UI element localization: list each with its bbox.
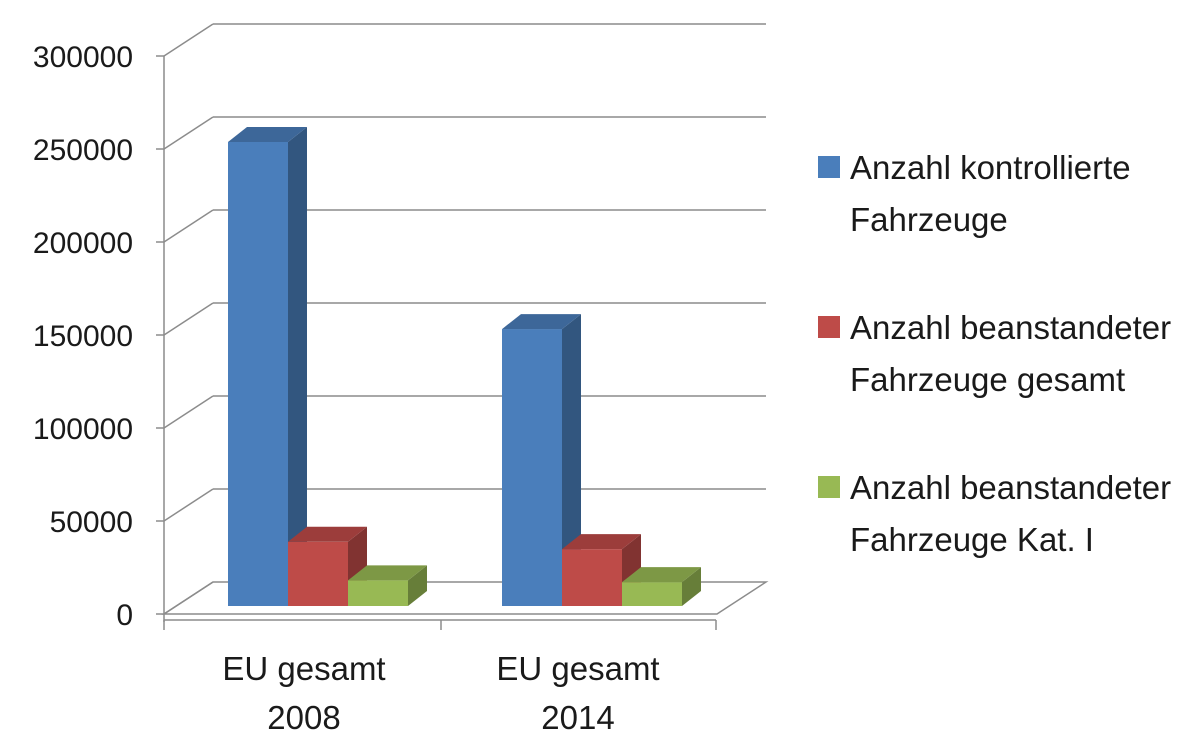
- x-category-label: EU gesamt: [496, 650, 659, 687]
- legend-swatch-kontrollierte: [818, 156, 840, 178]
- bar-1-1-top: [228, 127, 307, 142]
- bar-3-2-side: [682, 567, 701, 606]
- legend-label-beanstandet-kat1: Anzahl beanstandeter Fahrzeuge Kat. I: [850, 469, 1172, 558]
- y-tick-label: 200000: [33, 227, 133, 260]
- gridline-diagonal: [163, 581, 214, 615]
- legend-swatch-beanstandet-gesamt: [818, 316, 840, 338]
- gridline-diagonal: [163, 302, 214, 336]
- y-tick-label: 250000: [33, 134, 133, 167]
- x-category-label: 2014: [541, 699, 614, 736]
- y-tick-label: 0: [116, 599, 133, 632]
- gridline-diagonal: [163, 488, 214, 522]
- bar-3-2: [622, 582, 682, 606]
- gridline-diagonal: [163, 116, 214, 150]
- gridline-diagonal: [163, 209, 214, 243]
- bar-3-1-top: [348, 565, 427, 581]
- gridline-diagonal: [163, 23, 214, 57]
- x-category-label: 2008: [267, 699, 340, 736]
- gridline-diagonal: [163, 395, 214, 429]
- bar-1-1-side: [288, 127, 307, 606]
- bar-1-2-top: [502, 314, 581, 330]
- legend-label-kontrollierte: Anzahl kontrollierte Fahrzeuge: [850, 149, 1131, 238]
- bar-1-2: [502, 329, 562, 606]
- legend-label-beanstandet-gesamt: Anzahl beanstandeter Fahrzeuge gesamt: [850, 309, 1172, 398]
- y-tick-label: 150000: [33, 320, 133, 353]
- y-tick-label: 100000: [33, 413, 133, 446]
- legend-swatch-beanstandet-kat1: [818, 476, 840, 498]
- y-tick-label: 300000: [33, 41, 133, 74]
- bar-1-2-side: [562, 314, 581, 606]
- bar-3-1-side: [408, 565, 427, 606]
- bar-2-1: [288, 541, 348, 606]
- bar-2-2-top: [562, 534, 641, 550]
- bar-1-1: [228, 142, 288, 606]
- x-category-label: EU gesamt: [222, 650, 385, 687]
- bar-3-2-top: [622, 567, 701, 583]
- bar-2-1-top: [288, 526, 367, 542]
- bar-2-2: [562, 549, 622, 606]
- bar-3-1: [348, 580, 408, 606]
- y-tick-label: 50000: [50, 506, 133, 539]
